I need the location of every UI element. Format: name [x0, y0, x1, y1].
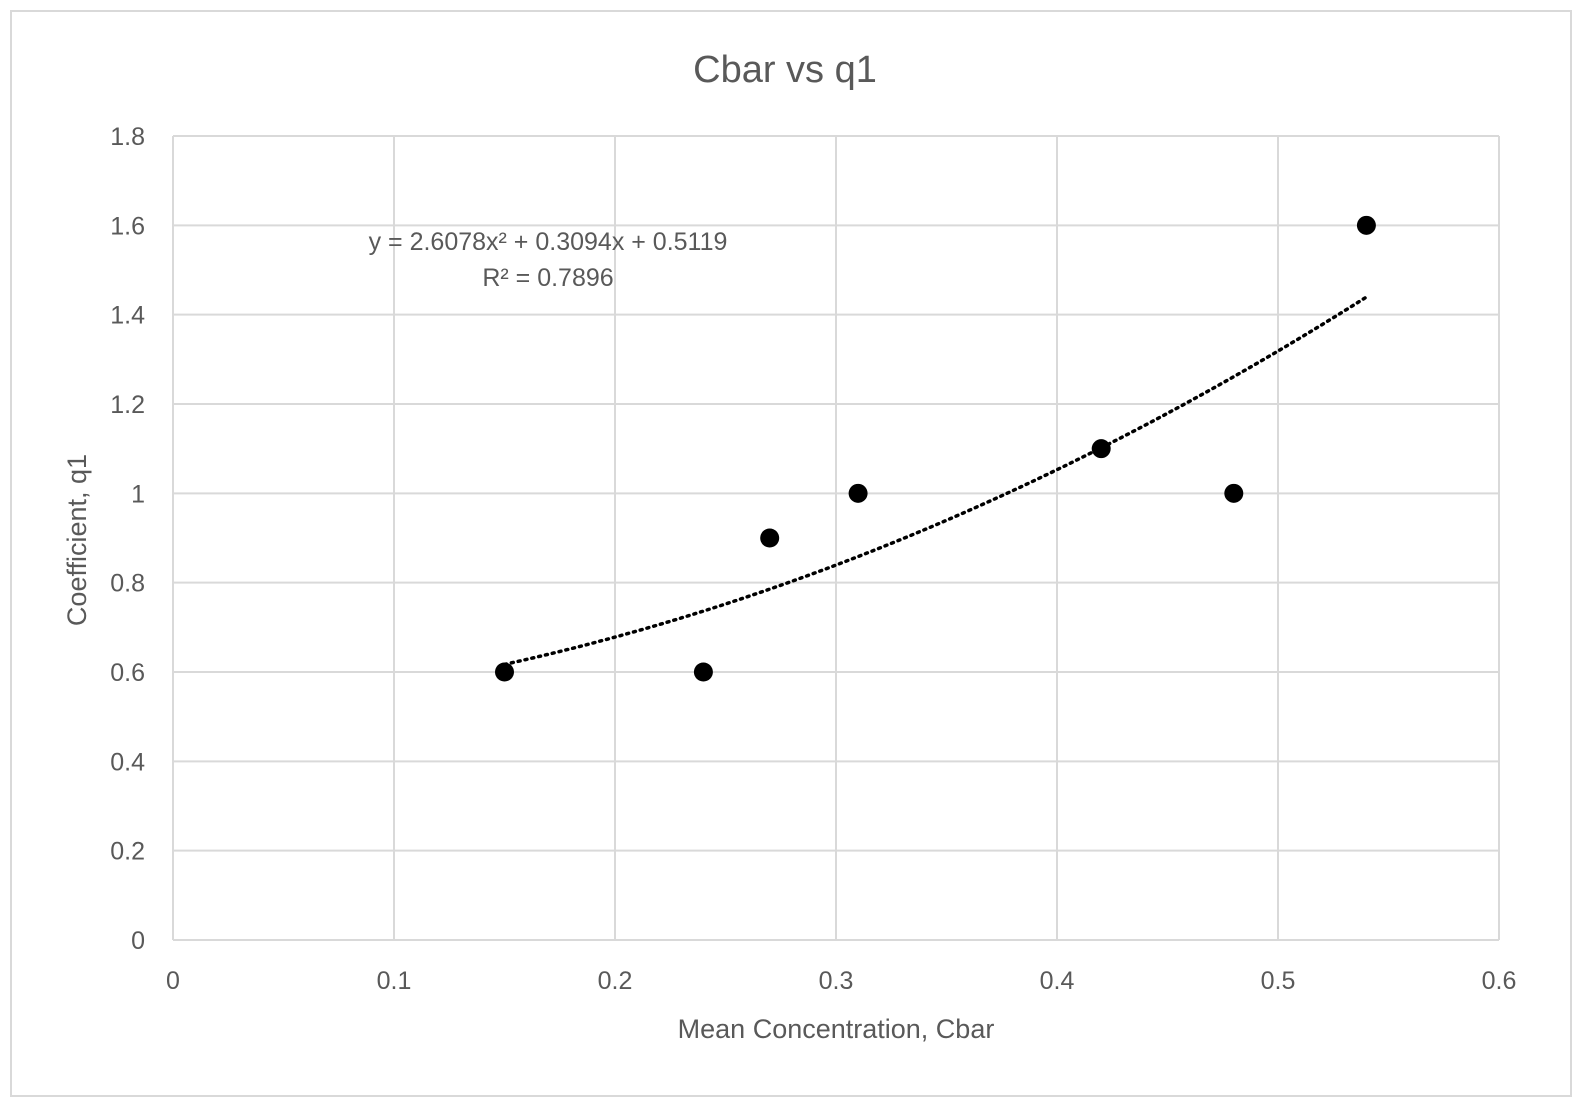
y-tick-label: 0.6 [110, 659, 145, 687]
y-tick-label: 0.8 [110, 570, 145, 598]
y-axis-title: Coefficient, q1 [62, 454, 92, 626]
y-tick-labels: 0 0.2 0.4 0.6 0.8 1 1.2 1.4 1.6 1.8 [110, 123, 145, 955]
x-tick-label: 0.4 [1040, 967, 1075, 995]
y-tick-label: 0.4 [110, 748, 145, 776]
y-tick-label: 1.8 [110, 123, 145, 151]
data-point [1091, 439, 1111, 459]
y-tick-label: 1.4 [110, 302, 145, 330]
chart-frame [10, 10, 1572, 1097]
y-tick-label: 0 [131, 927, 145, 955]
y-tick-label: 1 [131, 480, 145, 508]
trendline [502, 295, 1369, 667]
data-point [1224, 483, 1244, 503]
y-tick-label: 1.2 [110, 391, 145, 419]
data-point [693, 662, 713, 682]
x-tick-label: 0.6 [1482, 967, 1517, 995]
x-tick-label: 0 [166, 967, 180, 995]
data-point [760, 528, 780, 548]
x-tick-label: 0.2 [598, 967, 633, 995]
data-points [495, 215, 1376, 682]
data-point [1356, 215, 1376, 235]
chart-title: Cbar vs q1 [693, 49, 877, 91]
y-tick-label: 1.6 [110, 212, 145, 240]
trendline-equation: y = 2.6078x² + 0.3094x + 0.5119 [369, 228, 728, 256]
gridlines [172, 135, 1500, 941]
x-tick-label: 0.1 [377, 967, 412, 995]
y-tick-label: 0.2 [110, 838, 145, 866]
data-point [848, 483, 868, 503]
trendline-r-squared: R² = 0.7896 [482, 264, 613, 292]
data-point [495, 662, 514, 682]
x-tick-label: 0.5 [1261, 967, 1296, 995]
x-tick-label: 0.3 [819, 967, 854, 995]
x-tick-labels: 0 0.1 0.2 0.3 0.4 0.5 0.6 [166, 967, 1516, 995]
trendline-group [502, 295, 1369, 667]
x-axis-title: Mean Concentration, Cbar [678, 1014, 995, 1044]
